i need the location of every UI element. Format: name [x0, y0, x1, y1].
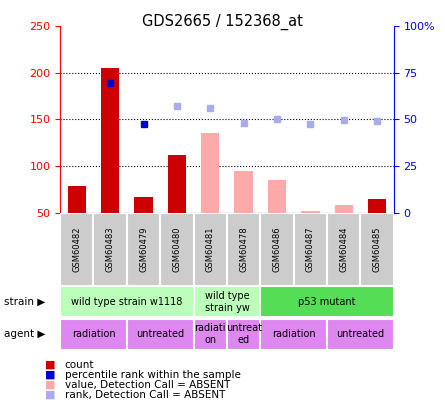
Bar — [194, 213, 227, 286]
Text: GSM60478: GSM60478 — [239, 226, 248, 272]
Text: ■: ■ — [44, 360, 55, 369]
Bar — [360, 213, 394, 286]
Bar — [68, 185, 86, 213]
Bar — [227, 213, 260, 286]
Bar — [60, 319, 127, 350]
Bar — [101, 68, 119, 213]
Text: percentile rank within the sample: percentile rank within the sample — [65, 370, 240, 379]
Bar — [294, 213, 327, 286]
Bar — [260, 319, 327, 350]
Text: agent ▶: agent ▶ — [4, 329, 46, 339]
Bar — [335, 205, 353, 213]
Text: GSM60479: GSM60479 — [139, 226, 148, 272]
Bar — [93, 213, 127, 286]
Bar — [201, 134, 219, 213]
Bar — [194, 286, 260, 317]
Text: count: count — [65, 360, 94, 369]
Text: p53 mutant: p53 mutant — [298, 297, 356, 307]
Bar — [227, 319, 260, 350]
Bar — [194, 319, 227, 350]
Text: strain ▶: strain ▶ — [4, 297, 46, 307]
Text: ■: ■ — [44, 370, 55, 379]
Text: GSM60485: GSM60485 — [372, 226, 382, 272]
Text: untreated: untreated — [336, 329, 384, 339]
Bar — [301, 211, 320, 213]
Bar — [260, 286, 394, 317]
Text: untreated: untreated — [136, 329, 184, 339]
Bar — [127, 319, 194, 350]
Text: GSM60480: GSM60480 — [172, 226, 182, 272]
Text: GDS2665 / 152368_at: GDS2665 / 152368_at — [142, 14, 303, 30]
Text: radiation: radiation — [72, 329, 115, 339]
Text: ■: ■ — [44, 380, 55, 390]
Bar — [268, 180, 286, 213]
Text: radiati
on: radiati on — [194, 323, 226, 345]
Bar — [260, 213, 294, 286]
Text: wild type
strain yw: wild type strain yw — [205, 291, 249, 313]
Text: ■: ■ — [44, 390, 55, 400]
Text: GSM60487: GSM60487 — [306, 226, 315, 272]
Text: radiation: radiation — [272, 329, 316, 339]
Text: wild type strain w1118: wild type strain w1118 — [71, 297, 182, 307]
Text: rank, Detection Call = ABSENT: rank, Detection Call = ABSENT — [65, 390, 225, 400]
Bar — [368, 199, 386, 213]
Bar — [127, 213, 160, 286]
Bar — [327, 319, 394, 350]
Text: GSM60486: GSM60486 — [272, 226, 282, 272]
Text: value, Detection Call = ABSENT: value, Detection Call = ABSENT — [65, 380, 230, 390]
Bar — [60, 286, 194, 317]
Bar — [60, 213, 93, 286]
Text: untreat
ed: untreat ed — [226, 323, 262, 345]
Bar — [160, 213, 194, 286]
Text: GSM60483: GSM60483 — [105, 226, 115, 272]
Text: GSM60481: GSM60481 — [206, 226, 215, 272]
Bar — [168, 155, 186, 213]
Text: GSM60484: GSM60484 — [339, 226, 348, 272]
Bar — [327, 213, 360, 286]
Bar — [134, 197, 153, 213]
Text: GSM60482: GSM60482 — [72, 226, 81, 272]
Bar — [235, 171, 253, 213]
